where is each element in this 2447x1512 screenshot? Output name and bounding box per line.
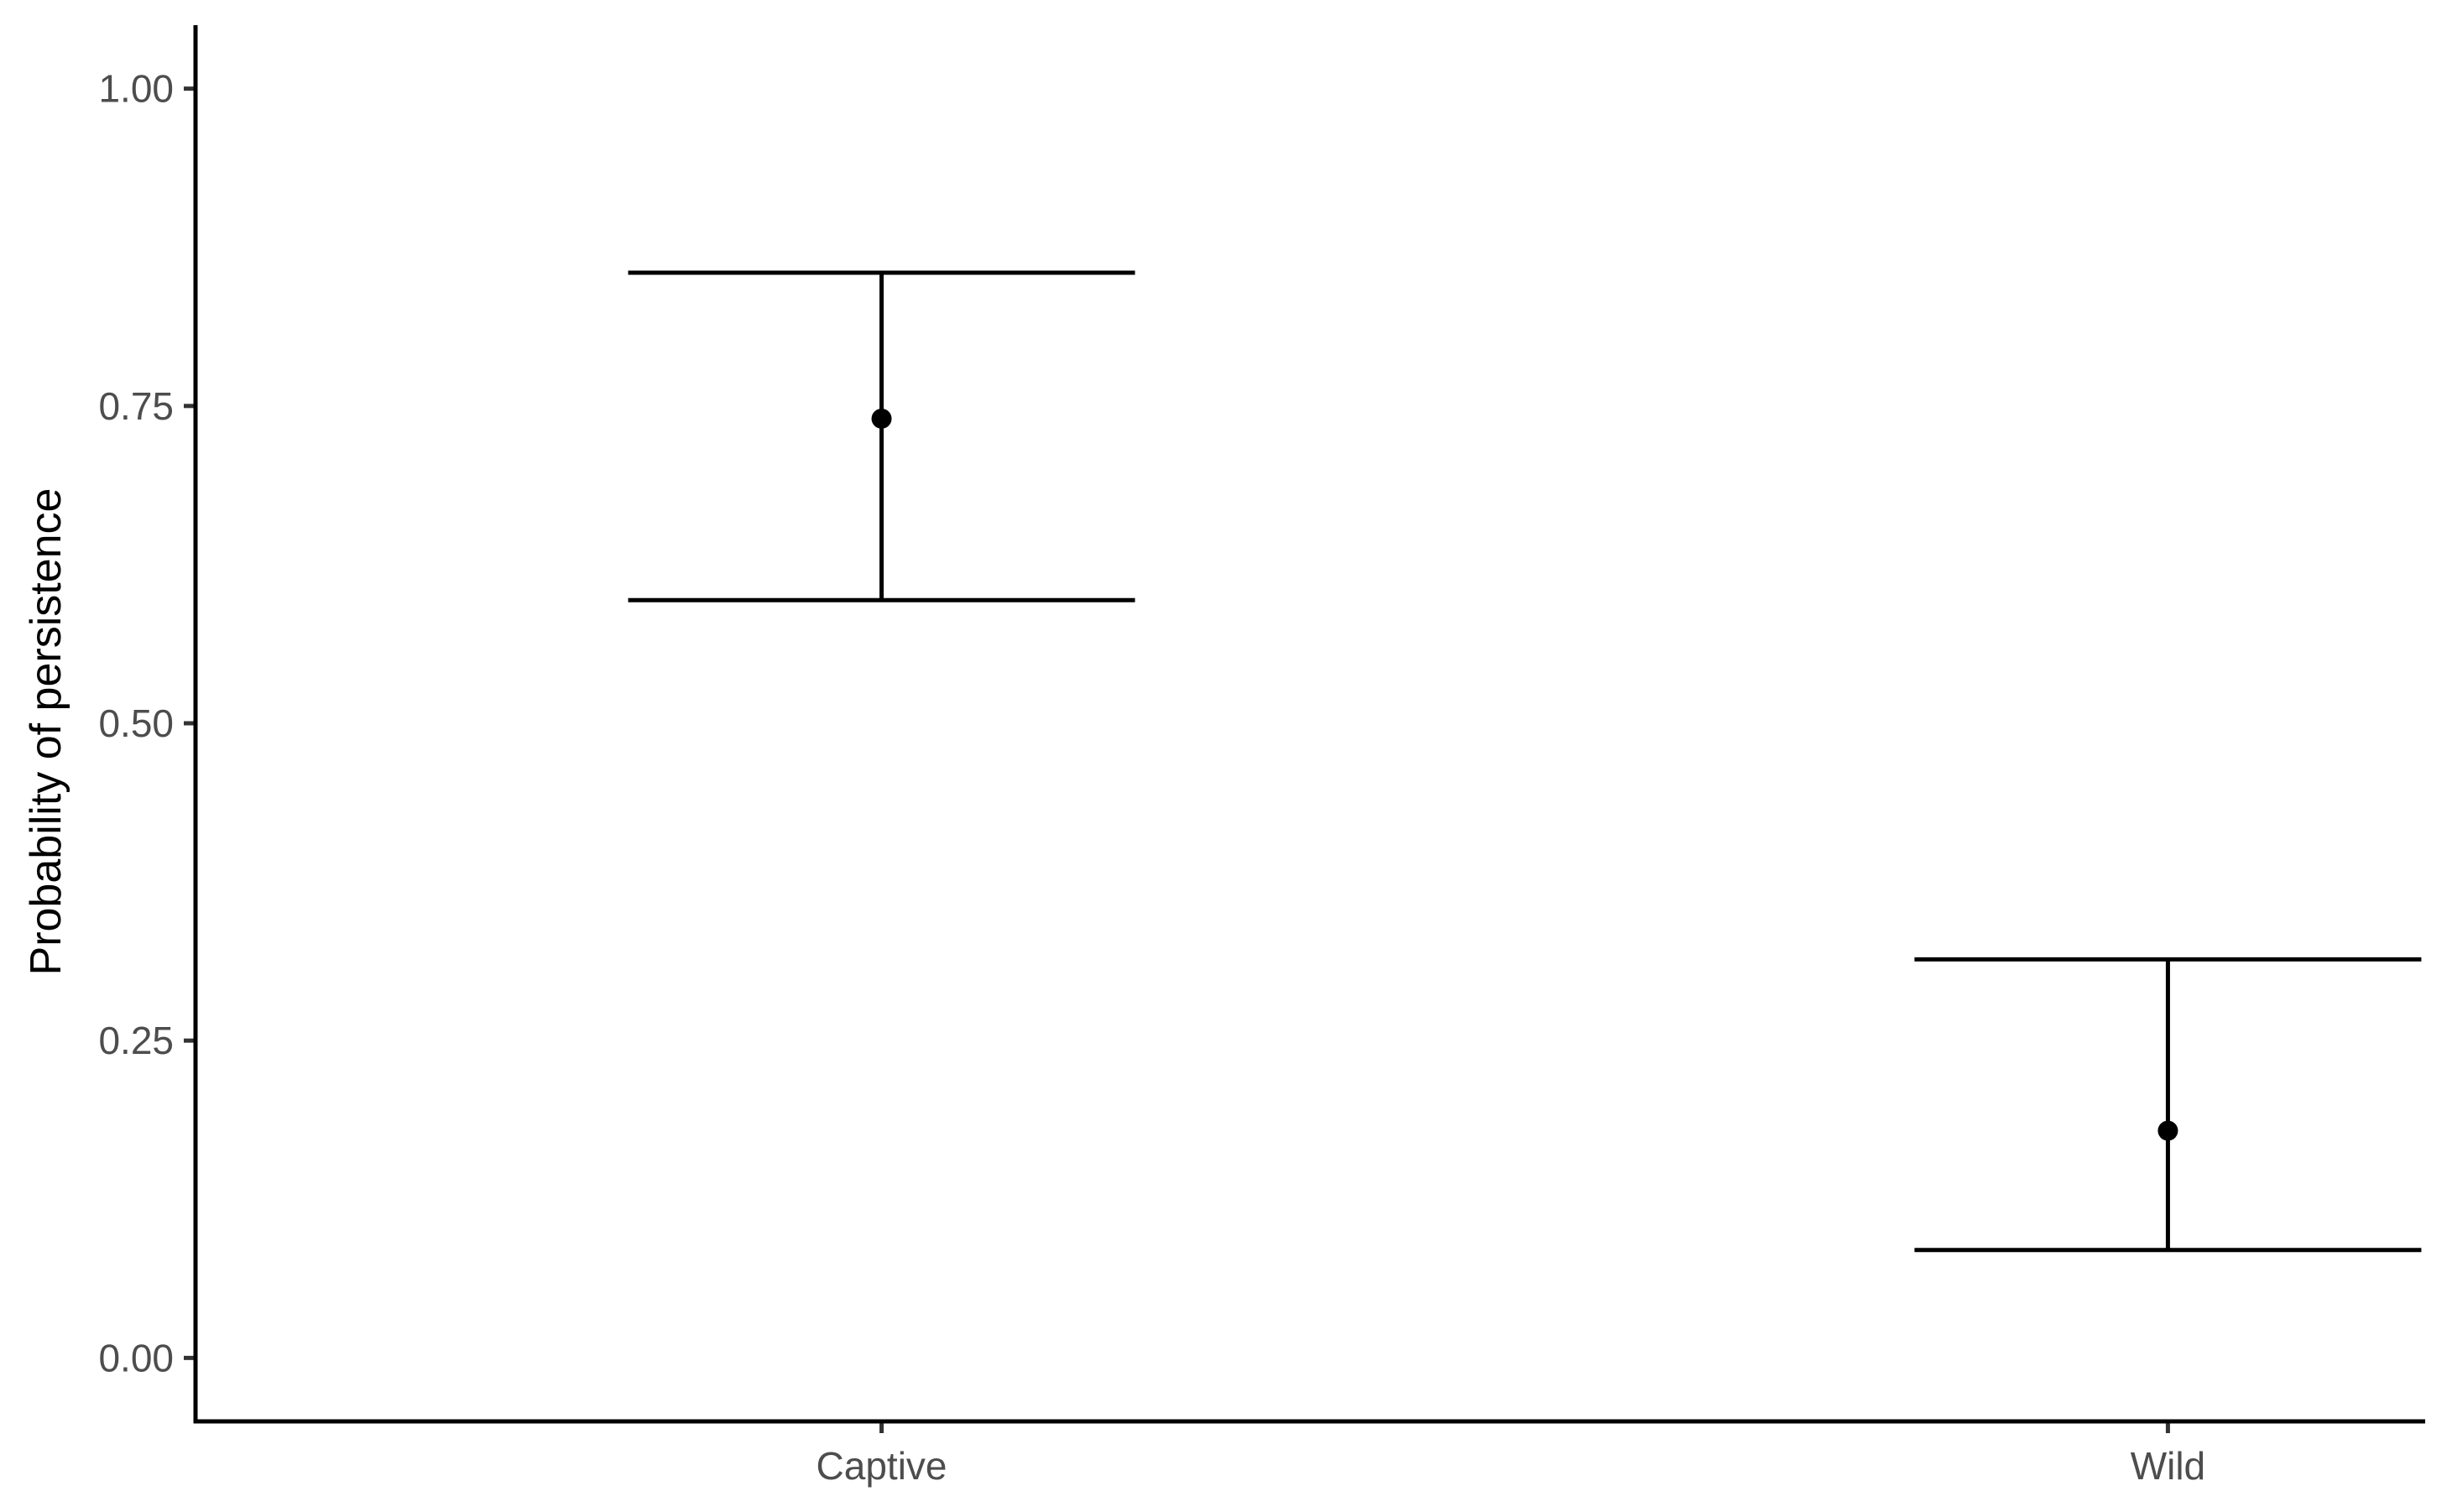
y-axis-ticks: 0.00 0.25 0.50 0.75 1.00 <box>98 67 196 1379</box>
point-wild <box>2157 1120 2178 1141</box>
x-axis-ticks: Captive Wild <box>817 1421 2205 1488</box>
y-tick-label: 1.00 <box>98 67 174 111</box>
y-tick-label: 0.50 <box>98 701 174 745</box>
errorbar-wild <box>1914 957 2422 1253</box>
x-tick-label: Captive <box>817 1444 947 1488</box>
errorbar-captive <box>628 270 1135 602</box>
y-axis-title: Probability of persistence <box>22 488 70 976</box>
point-captive <box>871 408 892 429</box>
x-tick-label: Wild <box>2131 1444 2205 1488</box>
y-tick-label: 0.00 <box>98 1336 174 1379</box>
y-tick-label: 0.75 <box>98 384 174 428</box>
plot-marks <box>628 270 2422 1253</box>
y-tick-label: 0.25 <box>98 1019 174 1062</box>
